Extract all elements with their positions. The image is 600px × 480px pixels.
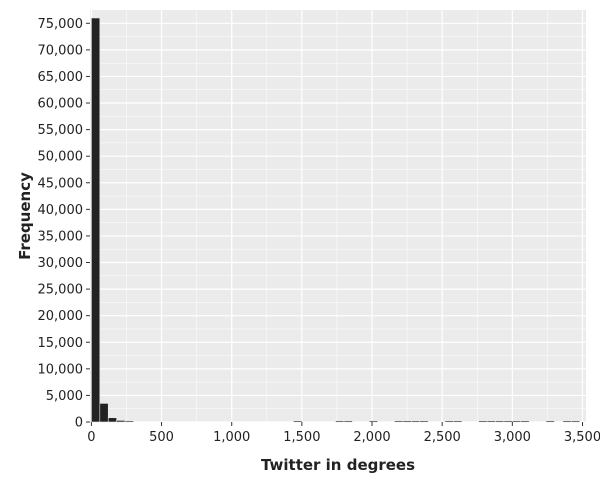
histogram-bar <box>116 420 126 423</box>
y-tick-label: 25,000 <box>38 283 84 298</box>
x-tick-label: 2,000 <box>353 430 390 445</box>
histogram-bar <box>486 420 496 423</box>
histogram-bar <box>478 420 488 423</box>
x-tick-label: 1,000 <box>213 430 250 445</box>
y-tick-label: 55,000 <box>38 123 84 138</box>
y-tick-label: 30,000 <box>38 256 84 271</box>
histogram-bar <box>495 420 505 423</box>
histogram-bar <box>419 420 429 423</box>
x-tick-label: 0 <box>87 430 95 445</box>
grid-lines <box>90 10 586 423</box>
histogram-bar <box>411 420 421 423</box>
histogram-bar <box>107 417 117 423</box>
y-tick-label: 70,000 <box>38 43 84 58</box>
histogram-bar <box>335 420 345 423</box>
histogram-bar <box>293 420 303 423</box>
x-tick-label: 3,000 <box>494 430 531 445</box>
y-tick-label: 0 <box>75 416 83 431</box>
x-tick-label: 2,500 <box>424 430 461 445</box>
x-axis-title: Twitter in degrees <box>261 456 415 474</box>
histogram-bar <box>570 420 580 423</box>
x-tick-label: 3,500 <box>564 430 600 445</box>
y-tick-label: 60,000 <box>38 97 84 112</box>
histogram-bar <box>402 420 412 423</box>
y-tick-label: 10,000 <box>38 362 84 377</box>
y-tick-label: 35,000 <box>38 229 84 244</box>
histogram-bar <box>343 420 353 423</box>
histogram-bar <box>124 420 134 423</box>
y-axis: 0 5,000 10,000 15,000 20,000 25,000 30,000 35,0… <box>38 17 90 431</box>
histogram-bar <box>368 420 378 423</box>
histogram-bar <box>512 420 522 423</box>
y-tick-label: 45,000 <box>38 176 84 191</box>
x-tick-label: 500 <box>149 430 174 445</box>
histogram-bar <box>545 420 555 423</box>
histogram-bar <box>444 420 454 423</box>
y-tick-label: 65,000 <box>38 70 84 85</box>
y-tick-label: 40,000 <box>38 203 84 218</box>
y-tick-label: 75,000 <box>38 17 84 32</box>
y-axis-title: Frequency <box>16 172 34 260</box>
x-axis: 0 500 1,000 1,500 2,000 2,500 3,000 3,500 <box>87 422 600 445</box>
histogram-bar <box>520 420 530 423</box>
y-tick-label: 15,000 <box>38 336 84 351</box>
histogram-bars <box>91 17 580 423</box>
y-tick-label: 50,000 <box>38 150 84 165</box>
histogram-bar <box>99 403 109 423</box>
y-tick-label: 20,000 <box>38 309 84 324</box>
x-tick-label: 1,500 <box>283 430 320 445</box>
y-tick-label: 5,000 <box>46 389 83 404</box>
histogram-bar <box>91 17 101 423</box>
histogram-bar <box>503 420 513 423</box>
plot-panel <box>90 10 586 422</box>
histogram-bar <box>394 420 404 423</box>
histogram-bar <box>453 420 463 423</box>
histogram-bar <box>562 420 572 423</box>
